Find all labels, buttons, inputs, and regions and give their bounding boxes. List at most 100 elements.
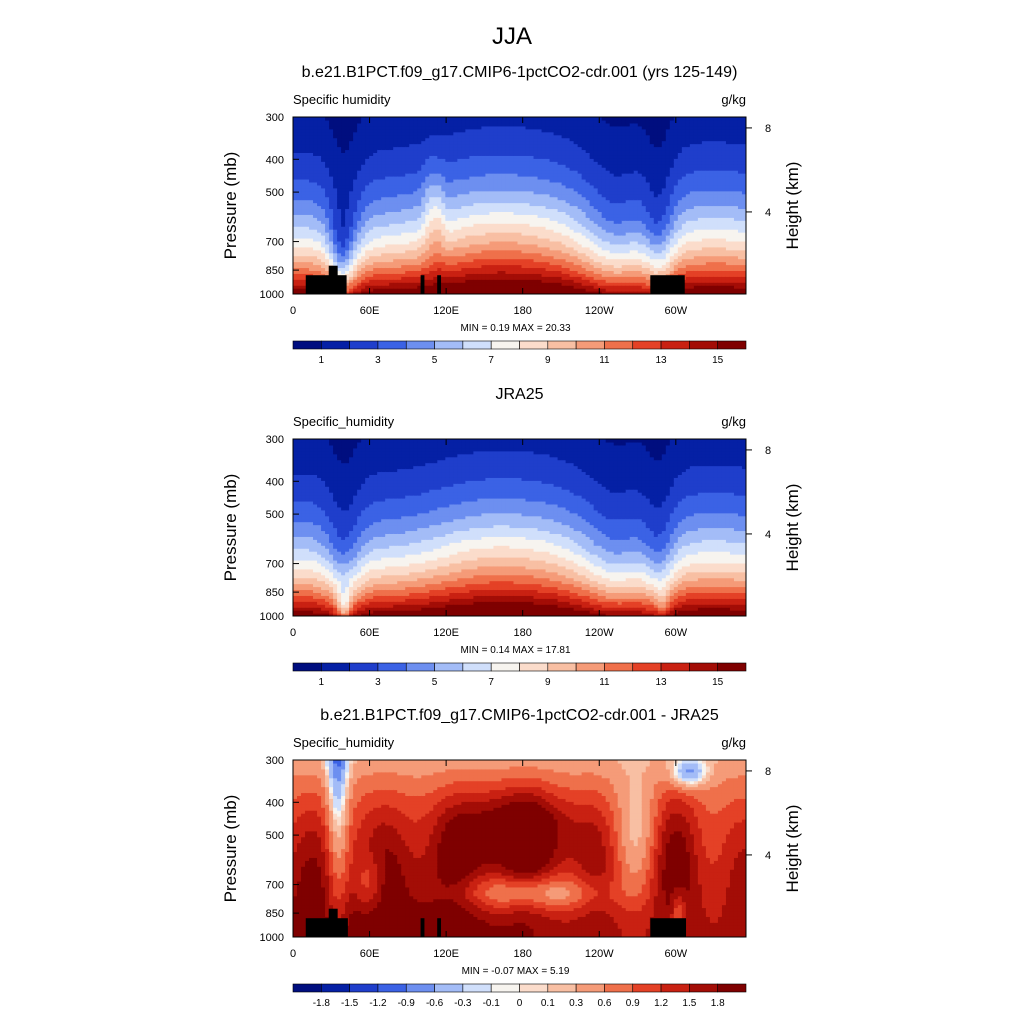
heatmap-cell <box>317 255 322 260</box>
heatmap-cell <box>593 125 599 130</box>
heatmap-cell <box>589 243 595 248</box>
heatmap-cell <box>325 261 330 266</box>
heatmap-cell <box>481 258 487 263</box>
heatmap-cell <box>549 155 555 159</box>
heatmap-cell <box>593 208 599 212</box>
heatmap-cell <box>609 146 615 151</box>
heatmap-cell <box>369 232 374 236</box>
heatmap-cell <box>609 264 615 269</box>
heatmap-cell <box>369 155 374 159</box>
heatmap-cell <box>461 128 466 133</box>
heatmap-cell <box>409 288 414 292</box>
heatmap-cell <box>541 223 547 227</box>
heatmap-cell <box>321 261 326 266</box>
heatmap-cell <box>577 229 583 233</box>
heatmap-cell <box>333 237 338 242</box>
heatmap-cell <box>377 288 382 292</box>
heatmap-cell <box>417 202 422 207</box>
heatmap-cell <box>381 155 386 159</box>
heatmap-cell <box>461 199 466 204</box>
heatmap-cell <box>489 196 495 201</box>
heatmap-cell <box>585 199 591 204</box>
heatmap-cell <box>313 223 318 227</box>
heatmap-cell <box>389 184 394 189</box>
heatmap-cell <box>489 184 495 189</box>
heatmap-cell <box>373 193 378 198</box>
heatmap-cell <box>425 232 430 236</box>
heatmap-cell <box>397 237 402 242</box>
heatmap-cell <box>325 199 330 204</box>
heatmap-cell <box>545 119 551 124</box>
heatmap-cell <box>421 240 426 245</box>
heatmap-cell <box>453 167 458 171</box>
heatmap-cell <box>309 117 314 121</box>
heatmap-cell <box>321 258 326 263</box>
heatmap-cell <box>569 276 575 280</box>
heatmap-cell <box>557 119 563 124</box>
heatmap-cell <box>301 291 306 294</box>
heatmap-cell <box>545 149 551 153</box>
heatmap-cell <box>541 137 547 142</box>
heatmap-cell <box>513 255 519 260</box>
heatmap-cell <box>369 223 374 227</box>
heatmap-cell <box>597 117 603 121</box>
heatmap-cell <box>493 279 499 283</box>
heatmap-cell <box>573 176 579 180</box>
heatmap-cell <box>453 125 458 130</box>
heatmap-cell <box>469 146 474 151</box>
heatmap-cell <box>609 117 615 121</box>
heatmap-cell <box>381 202 386 207</box>
heatmap-cell <box>373 237 378 242</box>
heatmap-cell <box>369 255 374 260</box>
heatmap-cell <box>421 152 426 156</box>
heatmap-cell <box>305 190 310 195</box>
heatmap-cell <box>369 285 374 289</box>
heatmap-cell <box>489 288 495 292</box>
heatmap-cell <box>613 158 619 162</box>
heatmap-cell <box>449 235 454 239</box>
heatmap-cell <box>349 199 354 204</box>
heatmap-cell <box>481 243 487 248</box>
heatmap-cell <box>481 173 487 177</box>
heatmap-cell <box>501 181 507 186</box>
heatmap-cell <box>581 143 587 148</box>
heatmap-cell <box>301 261 306 266</box>
heatmap-cell <box>385 205 390 210</box>
heatmap-cell <box>337 178 342 183</box>
heatmap-cell <box>313 152 318 156</box>
heatmap-cell <box>569 243 575 248</box>
heatmap-cell <box>401 164 406 168</box>
heatmap-cell <box>297 137 302 142</box>
heatmap-cell <box>421 143 426 148</box>
heatmap-cell <box>569 255 575 260</box>
heatmap-cell <box>553 288 559 292</box>
heatmap-cell <box>425 134 430 139</box>
heatmap-cell <box>601 214 607 218</box>
heatmap-cell <box>301 187 306 192</box>
heatmap-cell <box>521 128 527 133</box>
heatmap-cell <box>353 267 358 271</box>
heatmap-cell <box>373 288 378 292</box>
heatmap-cell <box>605 255 611 260</box>
heatmap-cell <box>617 164 623 168</box>
heatmap-cell <box>389 285 394 289</box>
heatmap-cell <box>433 291 438 294</box>
heatmap-cell <box>601 205 607 210</box>
heatmap-cell <box>325 196 330 201</box>
heatmap-cell <box>457 140 462 145</box>
heatmap-cell <box>593 285 599 289</box>
heatmap-cell <box>369 211 374 215</box>
heatmap-cell <box>525 167 531 171</box>
heatmap-cell <box>385 211 390 215</box>
heatmap-cell <box>333 134 338 139</box>
heatmap-cell <box>605 146 611 151</box>
heatmap-cell <box>497 255 503 260</box>
heatmap-cell <box>413 131 418 136</box>
heatmap-cell <box>445 235 450 239</box>
heatmap-cell <box>569 119 575 124</box>
heatmap-cell <box>513 202 519 207</box>
heatmap-cell <box>297 243 302 248</box>
heatmap-cell <box>597 285 603 289</box>
heatmap-cell <box>565 249 571 254</box>
heatmap-cell <box>489 128 495 133</box>
